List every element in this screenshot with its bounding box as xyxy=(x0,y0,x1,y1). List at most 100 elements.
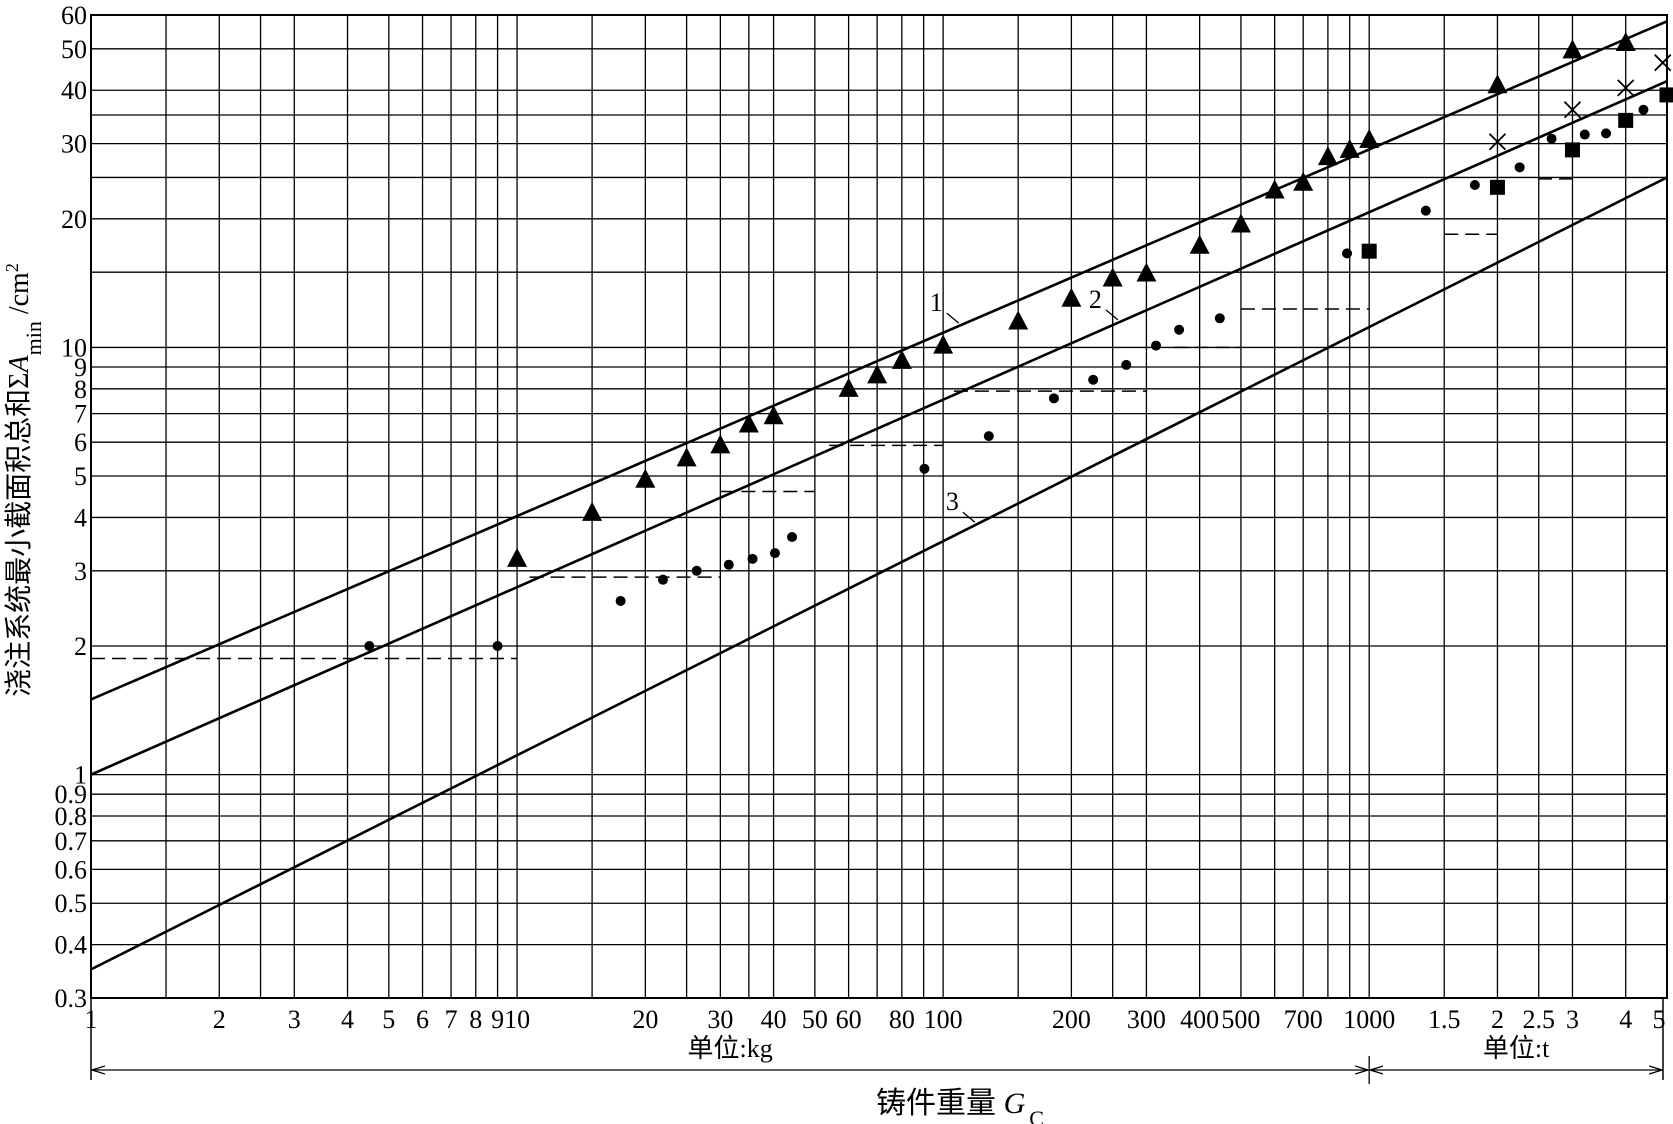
line-label: 1 xyxy=(930,288,943,317)
dot-point xyxy=(1048,393,1059,404)
triangle-point xyxy=(676,447,697,467)
y-title-superscript: 2 xyxy=(2,263,22,272)
x-tick-label: 50 xyxy=(802,1005,828,1034)
triangle-point xyxy=(1293,171,1314,191)
y-tick-label: 50 xyxy=(61,35,87,64)
x-tick-label: 60 xyxy=(836,1005,862,1034)
y-tick-label: 4 xyxy=(74,503,87,532)
cross-point xyxy=(1488,133,1507,151)
y-title-symbol: A xyxy=(4,355,35,375)
dot-point xyxy=(723,559,734,570)
unit-label: 单位:t xyxy=(1483,1034,1550,1063)
triangle-point xyxy=(891,349,912,369)
triangle-point xyxy=(838,377,859,397)
dot-point xyxy=(787,531,798,542)
dot-point xyxy=(1420,205,1431,216)
y-tick-label: 0.6 xyxy=(55,855,88,884)
dot-point xyxy=(1514,162,1525,173)
x-tick-label: 2 xyxy=(213,1005,226,1034)
dot-point xyxy=(1342,248,1353,259)
dot-point xyxy=(1151,340,1162,351)
dot-point xyxy=(1579,129,1590,140)
line-label: 2 xyxy=(1089,285,1102,314)
y-tick-label: 1 xyxy=(74,761,87,790)
y-tick-label: 20 xyxy=(61,205,87,234)
triangle-point xyxy=(582,501,603,521)
dot-point xyxy=(1121,359,1132,370)
y-title-unit: /cm xyxy=(4,272,35,321)
x-tick-label: 500 xyxy=(1221,1005,1260,1034)
x-tick-label: 5 xyxy=(382,1005,395,1034)
x-title-subscript: C xyxy=(1029,1106,1044,1124)
dot-point xyxy=(769,548,780,559)
triangle-point xyxy=(1487,74,1508,94)
y-tick-label: 0.4 xyxy=(55,931,88,960)
y-tick-label: 10 xyxy=(61,333,87,362)
dot-point xyxy=(1469,179,1480,190)
x-tick-label: 2.5 xyxy=(1522,1005,1555,1034)
dot-point xyxy=(1174,324,1185,335)
y-tick-label: 0.8 xyxy=(55,802,88,831)
x-tick-label: 100 xyxy=(924,1005,963,1034)
y-tick-label: 40 xyxy=(61,76,87,105)
x-tick-label: 30 xyxy=(707,1005,733,1034)
y-tick-label: 8 xyxy=(74,375,87,404)
square-point xyxy=(1618,112,1634,128)
y-tick-label: 0.7 xyxy=(55,827,88,856)
line-leader xyxy=(962,511,976,523)
x-tick-label: 1.5 xyxy=(1428,1005,1461,1034)
dot-point xyxy=(364,641,375,652)
triangle-point xyxy=(1102,267,1123,287)
triangle-point xyxy=(1359,128,1380,148)
square-point xyxy=(1564,142,1580,158)
triangle-point xyxy=(1317,146,1338,166)
triangle-point xyxy=(635,468,656,488)
x-tick-label: 6 xyxy=(416,1005,429,1034)
triangle-point xyxy=(1615,31,1636,51)
x-tick-label: 4 xyxy=(341,1005,354,1034)
line-leader xyxy=(1105,309,1119,321)
y-tick-label: 6 xyxy=(74,428,87,457)
dot-point xyxy=(747,553,758,564)
dot-point xyxy=(1601,128,1612,139)
triangle-point xyxy=(1008,310,1029,330)
x-tick-label: 10 xyxy=(504,1005,530,1034)
y-tick-label: 9 xyxy=(74,353,87,382)
x-tick-label: 400 xyxy=(1180,1005,1219,1034)
x-tick-label: 4 xyxy=(1619,1005,1632,1034)
y-tick-label: 0.9 xyxy=(55,780,88,809)
x-tick-label: 8 xyxy=(469,1005,482,1034)
reference-line xyxy=(90,79,1668,776)
dot-point xyxy=(492,641,503,652)
y-title-subscript: min xyxy=(21,321,46,355)
square-point xyxy=(1489,179,1505,195)
dot-point xyxy=(1638,104,1649,115)
triangle-point xyxy=(1230,213,1251,233)
dot-point xyxy=(1088,374,1099,385)
y-title-text: 浇注系统最小截面积总和Σ xyxy=(3,373,35,697)
x-tick-label: 9 xyxy=(491,1005,504,1034)
dot-point xyxy=(1546,133,1557,144)
unit-label: 单位:kg xyxy=(687,1034,772,1063)
x-tick-label: 80 xyxy=(889,1005,915,1034)
cross-point xyxy=(1563,101,1582,119)
y-tick-label: 0.3 xyxy=(55,984,88,1013)
dot-point xyxy=(691,565,702,576)
triangle-point xyxy=(1136,262,1157,282)
x-tick-label: 700 xyxy=(1284,1005,1323,1034)
y-tick-label: 3 xyxy=(74,557,87,586)
dot-point xyxy=(657,574,668,585)
x-tick-label: 1000 xyxy=(1343,1005,1395,1034)
x-tick-label: 300 xyxy=(1127,1005,1166,1034)
triangle-point xyxy=(1061,287,1082,307)
y-tick-label: 60 xyxy=(61,1,87,30)
triangle-point xyxy=(933,334,954,354)
y-tick-label: 5 xyxy=(74,462,87,491)
triangle-point xyxy=(1189,234,1210,254)
triangle-point xyxy=(1264,179,1285,199)
y-tick-label: 2 xyxy=(74,632,87,661)
square-point xyxy=(1659,87,1673,103)
x-title-symbol: G xyxy=(1004,1087,1026,1120)
y-tick-label: 30 xyxy=(61,130,87,159)
